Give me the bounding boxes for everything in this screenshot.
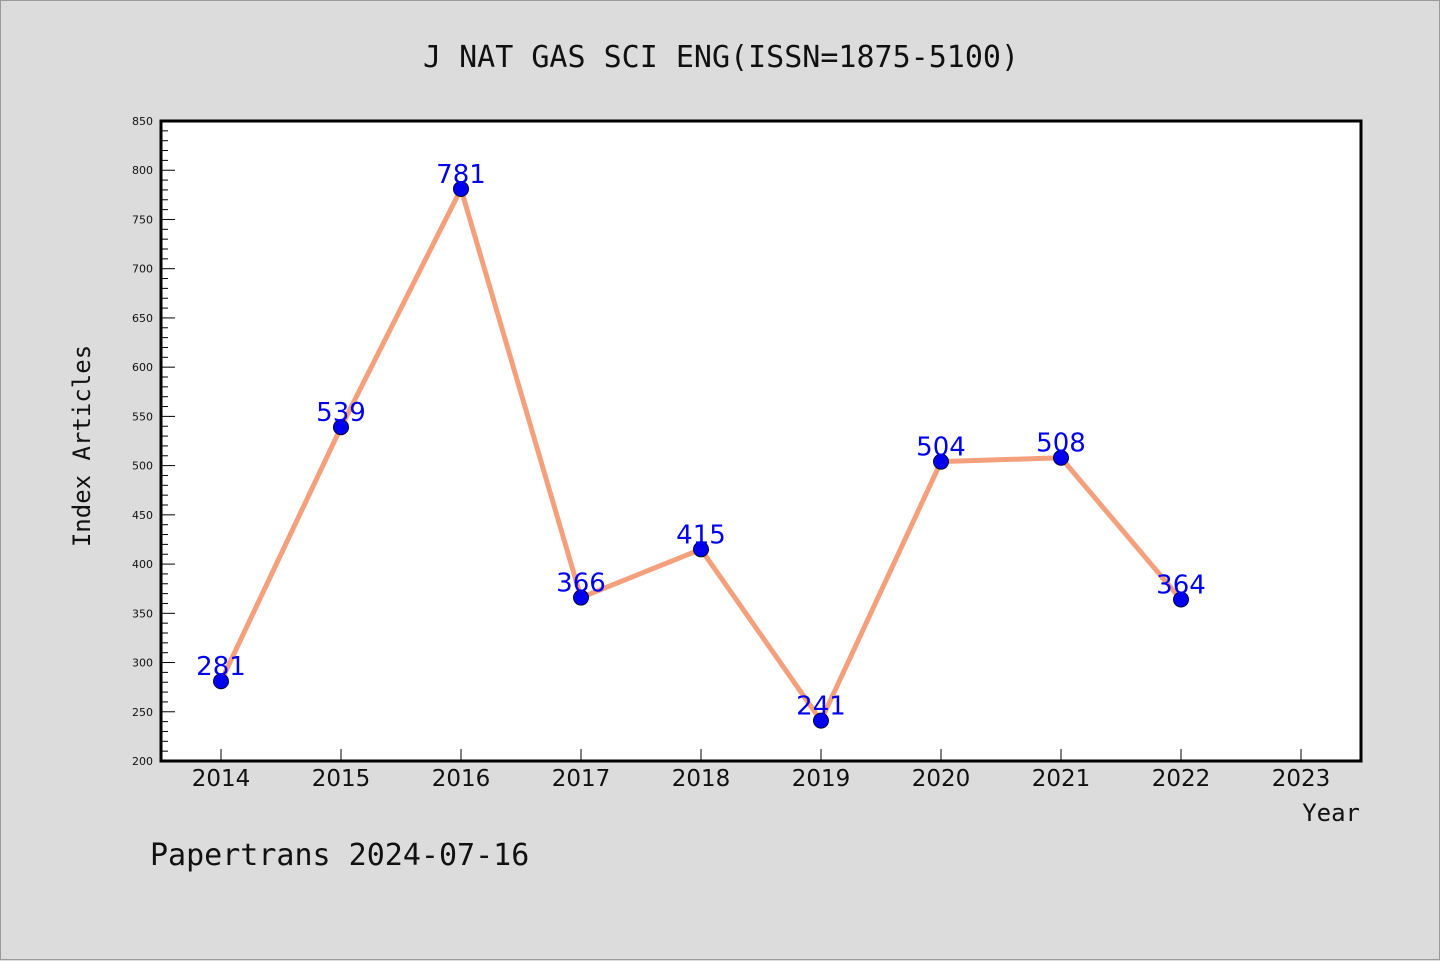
y-axis-title: Index Articles	[68, 345, 96, 547]
data-point	[573, 589, 589, 606]
x-tick-label: 2015	[312, 766, 371, 792]
y-tick-label: 850	[132, 115, 153, 128]
y-tick-label: 450	[132, 509, 153, 522]
x-tick-label: 2017	[552, 766, 611, 792]
y-axis-ticks: 200 250 300 350 400 450 500 550 600 650 700 750 800 8…	[132, 115, 175, 768]
y-tick-label: 800	[132, 164, 153, 177]
x-tick-label: 2020	[912, 766, 971, 792]
y-tick-label: 500	[132, 460, 153, 473]
data-label: 366	[556, 569, 606, 599]
data-label: 781	[436, 160, 486, 190]
data-point	[933, 453, 949, 470]
y-tick-label: 650	[132, 312, 153, 325]
y-tick-label: 750	[132, 213, 153, 226]
y-tick-label: 400	[132, 558, 153, 571]
x-tick-label: 2016	[432, 766, 491, 792]
y-tick-label: 700	[132, 263, 153, 276]
data-label: 508	[1036, 429, 1086, 459]
x-tick-label: 2014	[192, 766, 251, 792]
y-tick-label: 600	[132, 361, 153, 374]
x-tick-label: 2022	[1152, 766, 1211, 792]
x-axis-ticks: 2014 2015 2016 2017 2018 2019 2020 2021 2022 2023	[192, 749, 1331, 792]
data-point	[693, 541, 709, 558]
data-point	[213, 673, 229, 690]
x-tick-label: 2018	[672, 766, 731, 792]
y-tick-label: 200	[132, 755, 153, 768]
data-point	[1053, 449, 1069, 466]
plot-area	[159, 119, 1363, 763]
x-axis-title: Year	[1302, 799, 1360, 827]
data-label: 281	[196, 652, 246, 682]
data-label: 364	[1156, 571, 1206, 601]
y-tick-label: 350	[132, 607, 153, 620]
x-tick-label: 2023	[1272, 766, 1331, 792]
x-tick-label: 2021	[1032, 766, 1091, 792]
data-point	[453, 180, 469, 197]
y-tick-label: 300	[132, 657, 153, 670]
data-label: 504	[916, 433, 966, 463]
data-point	[333, 419, 349, 436]
data-label: 241	[796, 692, 846, 722]
y-tick-label: 250	[132, 706, 153, 719]
y-tick-label: 550	[132, 410, 153, 423]
data-label: 415	[676, 520, 726, 550]
data-label: 539	[316, 398, 366, 428]
x-tick-label: 2019	[792, 766, 851, 792]
chart-title: J NAT GAS SCI ENG(ISSN=1875-5100)	[423, 40, 1019, 75]
data-point	[1173, 591, 1189, 608]
footer-credit: Papertrans 2024-07-16	[150, 838, 529, 873]
data-point	[813, 712, 829, 729]
series-layer: 281 539 781 366 415 241 504 508 364	[196, 160, 1206, 729]
